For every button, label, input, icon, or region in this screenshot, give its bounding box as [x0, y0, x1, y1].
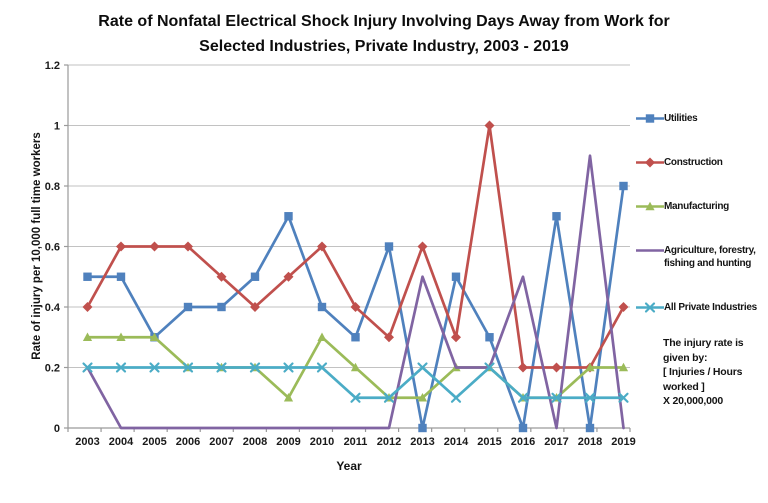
svg-text:2003: 2003 — [75, 436, 99, 448]
svg-text:2019: 2019 — [611, 436, 635, 448]
legend-marker-manufacturing-icon — [636, 201, 664, 211]
x-axis-title: Year — [336, 459, 362, 473]
svg-text:2015: 2015 — [477, 436, 501, 448]
legend-item-utilities: Utilities — [636, 112, 768, 125]
series-all-private-industries — [82, 362, 629, 403]
legend-item-construction: Construction — [636, 156, 768, 169]
series-markers-construction — [82, 120, 629, 373]
legend-item-all-private-industries: All Private Industries — [636, 301, 768, 314]
legend-label-utilities: Utilities — [664, 113, 698, 124]
svg-text:2013: 2013 — [410, 436, 434, 448]
svg-text:0.6: 0.6 — [45, 242, 60, 254]
chart-title-line-2: Selected Industries, Private Industry, 2… — [199, 38, 569, 55]
svg-text:2016: 2016 — [511, 436, 535, 448]
legend-label-manufacturing: Manufacturing — [664, 201, 729, 212]
svg-text:0: 0 — [54, 423, 60, 435]
svg-text:0.2: 0.2 — [45, 363, 60, 375]
legend-label-agriculture-forestry-fishing-and-hunting: Agriculture, forestry, fishing and hunti… — [664, 245, 756, 269]
legend-marker-utilities-icon — [636, 114, 664, 123]
series-markers-all-private-industries — [82, 362, 629, 403]
legend-item-manufacturing: Manufacturing — [636, 200, 768, 213]
injury-rate-note: The injury rate is given by: [ Injuries … — [663, 337, 744, 407]
svg-text:2005: 2005 — [142, 436, 166, 448]
x-tick-labels: 2003 2004 2005 2006 2007 2008 2009 2010 2011 2012… — [75, 436, 635, 448]
series-line-agriculture-forestry-fishing-and-hunting — [86, 154, 625, 430]
svg-text:2014: 2014 — [444, 436, 469, 448]
legend-marker-agriculture-forestry-fishing-and-hunting-icon — [636, 249, 664, 252]
svg-text:2008: 2008 — [243, 436, 267, 448]
legend-marker-all-private-industries-icon — [636, 302, 664, 313]
chart-title: Rate of Nonfatal Electrical Shock Injury… — [0, 9, 768, 59]
series-agriculture-forestry-fishing-and-hunting — [86, 154, 625, 430]
svg-text:1: 1 — [54, 121, 60, 133]
series-utilities — [83, 181, 628, 433]
legend-label-construction: Construction — [664, 157, 723, 168]
legend-label-all-private-industries: All Private Industries — [664, 302, 757, 313]
svg-text:2006: 2006 — [176, 436, 200, 448]
svg-text:2011: 2011 — [344, 436, 368, 448]
svg-text:2007: 2007 — [209, 436, 233, 448]
svg-text:2010: 2010 — [310, 436, 334, 448]
legend-marker-construction-icon — [636, 157, 664, 168]
gridlines — [68, 64, 630, 368]
svg-text:2009: 2009 — [276, 436, 300, 448]
svg-text:0.4: 0.4 — [45, 302, 61, 314]
svg-text:2018: 2018 — [578, 436, 602, 448]
svg-text:1.2: 1.2 — [45, 60, 60, 72]
svg-text:0.8: 0.8 — [45, 181, 60, 193]
chart-title-line-1: Rate of Nonfatal Electrical Shock Injury… — [98, 13, 670, 30]
legend-item-agriculture-forestry-fishing-and-hunting: Agriculture, forestry, fishing and hunti… — [636, 244, 768, 270]
legend: Utilities Construction Manufacturing Agricu… — [636, 112, 768, 314]
svg-text:2012: 2012 — [377, 436, 401, 448]
series-markers-utilities — [83, 181, 628, 433]
y-tick-labels: 0 0.2 0.4 0.6 0.8 1 1.2 — [45, 60, 61, 435]
svg-text:2017: 2017 — [544, 436, 568, 448]
svg-text:2004: 2004 — [109, 436, 134, 448]
series-construction — [82, 120, 629, 373]
